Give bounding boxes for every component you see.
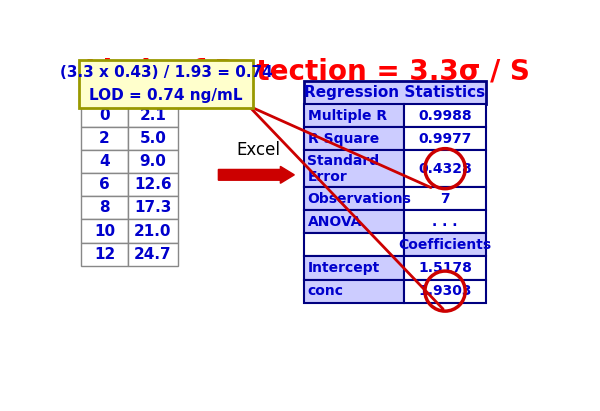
Text: 0.4328: 0.4328 bbox=[418, 162, 472, 175]
Bar bbox=[304, 81, 486, 104]
Bar bbox=[404, 127, 486, 150]
Text: 2: 2 bbox=[99, 131, 110, 146]
Bar bbox=[304, 127, 404, 150]
Text: 0.9977: 0.9977 bbox=[418, 132, 472, 145]
Text: . . .: . . . bbox=[433, 215, 458, 229]
Text: R Square: R Square bbox=[308, 132, 379, 145]
Bar bbox=[304, 279, 404, 302]
Bar bbox=[81, 219, 128, 242]
Bar bbox=[304, 256, 404, 279]
Text: 24.7: 24.7 bbox=[134, 247, 172, 262]
Text: ANOVA: ANOVA bbox=[308, 215, 362, 229]
Bar bbox=[79, 60, 253, 108]
Bar bbox=[128, 104, 178, 127]
Text: 1.9303: 1.9303 bbox=[418, 284, 472, 298]
Bar bbox=[128, 219, 178, 242]
Text: 6: 6 bbox=[99, 177, 110, 192]
Text: 4: 4 bbox=[99, 154, 110, 169]
Text: 0.9988: 0.9988 bbox=[418, 109, 472, 122]
Text: Multiple R: Multiple R bbox=[308, 109, 386, 122]
Bar bbox=[404, 256, 486, 279]
Text: Intercept: Intercept bbox=[308, 261, 380, 275]
Text: conc: conc bbox=[85, 85, 124, 100]
Bar bbox=[81, 104, 128, 127]
Bar bbox=[81, 150, 128, 173]
Bar bbox=[128, 127, 178, 150]
Bar bbox=[128, 173, 178, 196]
Text: 10: 10 bbox=[94, 224, 115, 238]
Bar bbox=[128, 242, 178, 266]
Text: signal: signal bbox=[127, 85, 179, 100]
Bar bbox=[304, 210, 404, 233]
Text: 5.0: 5.0 bbox=[139, 131, 166, 146]
Text: 12: 12 bbox=[94, 247, 115, 262]
Bar bbox=[128, 81, 178, 104]
Bar bbox=[404, 233, 486, 256]
Bar bbox=[128, 196, 178, 219]
Bar bbox=[304, 187, 404, 210]
Bar bbox=[404, 187, 486, 210]
Text: (3.3 x 0.43) / 1.93 = 0.74
LOD = 0.74 ng/mL: (3.3 x 0.43) / 1.93 = 0.74 LOD = 0.74 ng… bbox=[59, 65, 272, 103]
Text: Excel: Excel bbox=[236, 141, 280, 159]
Text: Standard
Error: Standard Error bbox=[308, 154, 380, 184]
Bar bbox=[304, 150, 404, 187]
Text: 7: 7 bbox=[440, 192, 450, 206]
Text: 9.0: 9.0 bbox=[139, 154, 166, 169]
Text: Coefficients: Coefficients bbox=[398, 238, 491, 252]
Bar bbox=[404, 104, 486, 127]
FancyArrow shape bbox=[218, 166, 295, 183]
Text: Observations: Observations bbox=[308, 192, 412, 206]
Bar bbox=[81, 127, 128, 150]
Bar bbox=[81, 173, 128, 196]
Text: 21.0: 21.0 bbox=[134, 224, 172, 238]
Bar bbox=[81, 196, 128, 219]
Text: Regression Statistics: Regression Statistics bbox=[304, 85, 485, 100]
Bar bbox=[81, 242, 128, 266]
Text: 1.5178: 1.5178 bbox=[418, 261, 472, 275]
Bar bbox=[404, 210, 486, 233]
Text: 0: 0 bbox=[99, 108, 110, 123]
Bar bbox=[128, 150, 178, 173]
Bar bbox=[404, 279, 486, 302]
Text: 12.6: 12.6 bbox=[134, 177, 172, 192]
Text: conc: conc bbox=[308, 284, 343, 298]
Bar bbox=[304, 104, 404, 127]
Bar bbox=[404, 150, 486, 187]
Text: 2.1: 2.1 bbox=[139, 108, 166, 123]
Bar bbox=[304, 233, 404, 256]
Text: Limit of Detection = 3.3σ / S: Limit of Detection = 3.3σ / S bbox=[85, 58, 530, 86]
Text: 8: 8 bbox=[99, 201, 110, 215]
Bar bbox=[81, 81, 128, 104]
Text: 17.3: 17.3 bbox=[134, 201, 172, 215]
